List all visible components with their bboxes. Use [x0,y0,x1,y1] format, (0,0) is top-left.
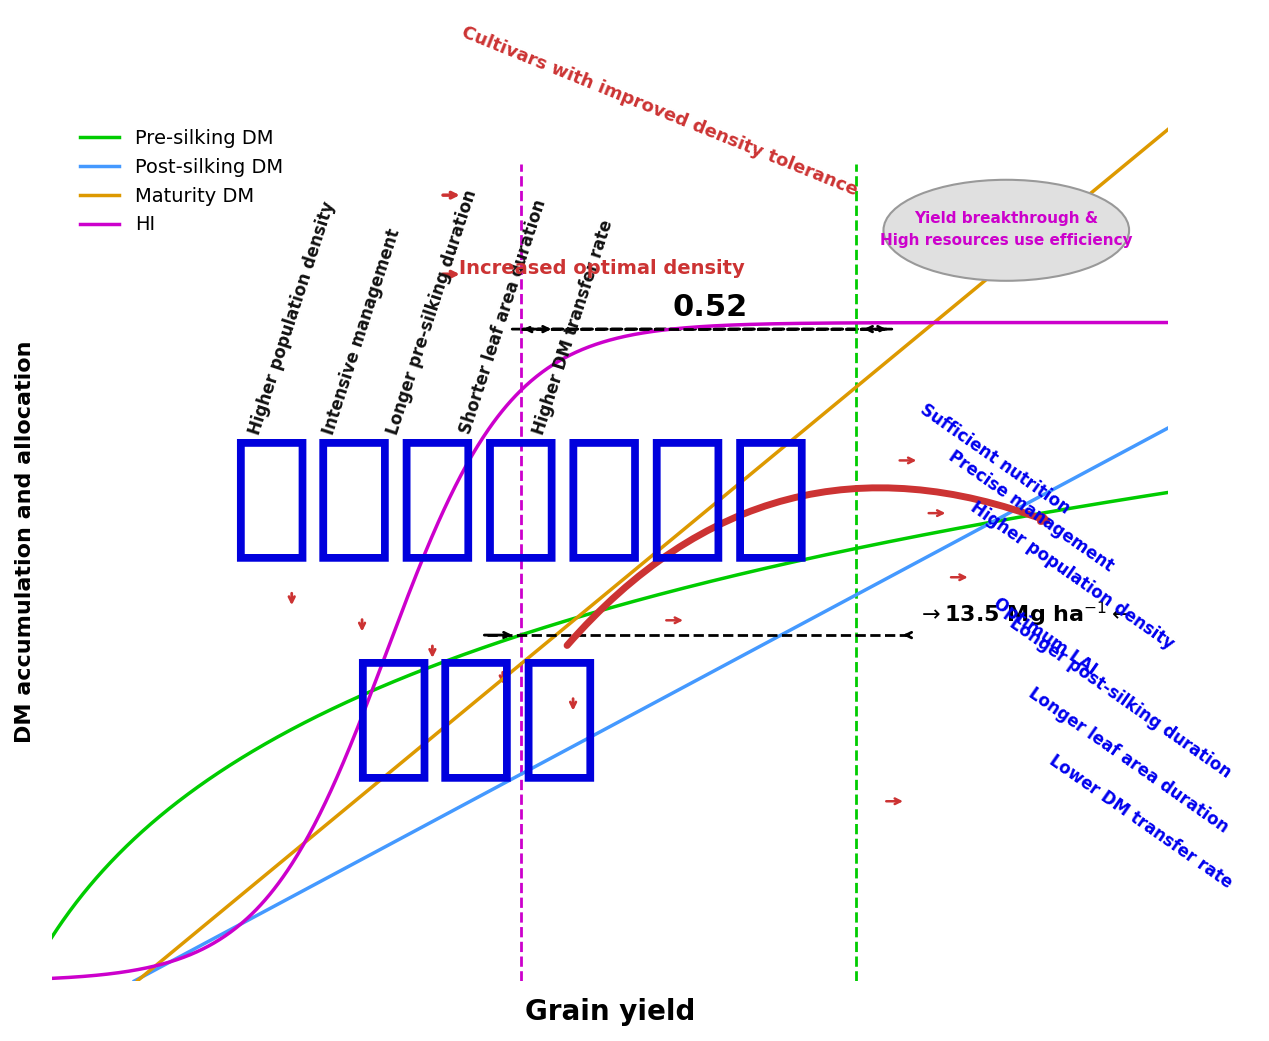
Text: Higher population density: Higher population density [245,199,338,437]
Text: Longer leaf area duration: Longer leaf area duration [1025,684,1232,836]
Text: Yield breakthrough &: Yield breakthrough & [914,211,1099,226]
Text: Higher DM transfer rate: Higher DM transfer rate [529,218,617,437]
Text: 0.52: 0.52 [673,293,747,322]
Text: 八卦爆: 八卦爆 [352,651,602,785]
Text: Cultivars with improved density tolerance: Cultivars with improved density toleranc… [459,23,860,199]
Text: 黄子例，明星的: 黄子例，明星的 [228,431,812,565]
Text: Lower DM transfer rate: Lower DM transfer rate [1046,752,1235,892]
Ellipse shape [883,180,1129,281]
Text: Intensive management: Intensive management [320,226,404,437]
Text: Sufficient nutrition: Sufficient nutrition [917,400,1074,517]
Legend: Pre-silking DM, Post-silking DM, Maturity DM, HI: Pre-silking DM, Post-silking DM, Maturit… [72,122,291,243]
Text: High resources use efficiency: High resources use efficiency [879,233,1133,249]
Text: Increased optimal density: Increased optimal density [459,259,745,278]
Text: Longer pre-silking duration: Longer pre-silking duration [385,187,481,437]
Text: Longer post-silking duration: Longer post-silking duration [1006,615,1235,782]
Text: Higher population density: Higher population density [967,498,1178,653]
Y-axis label: DM accumulation and allocation: DM accumulation and allocation [15,340,36,743]
X-axis label: Grain yield: Grain yield [525,998,695,1026]
Text: Shorter leaf area duration: Shorter leaf area duration [457,198,549,437]
Text: $\rightarrow$13.5 Mg ha$^{-1}$$\leftarrow$: $\rightarrow$13.5 Mg ha$^{-1}$$\leftarro… [917,600,1131,629]
Text: Precise management: Precise management [945,448,1117,576]
Text: Optimum LAI: Optimum LAI [990,594,1099,679]
